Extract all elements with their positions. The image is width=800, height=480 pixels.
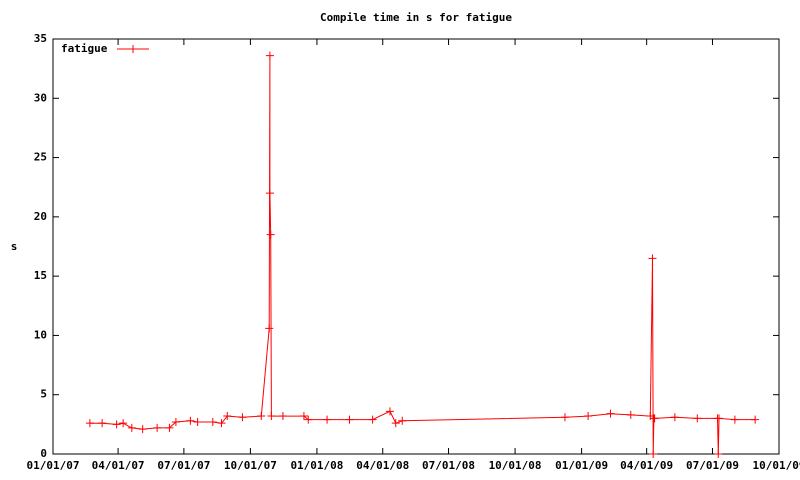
point-marker [560,413,569,422]
point-marker [304,415,313,424]
chart-title: Compile time in s for fatigue [320,11,512,24]
point-marker [368,415,377,424]
point-marker [165,423,174,432]
x-tick-label: 10/01/07 [224,459,277,472]
point-marker [208,417,217,426]
x-tick-label: 04/01/09 [620,459,673,472]
y-tick-label: 0 [40,447,47,460]
x-tick-label: 10/01/09 [753,459,800,472]
point-marker [217,419,226,428]
point-marker [650,414,659,423]
x-tick-label: 07/01/09 [686,459,739,472]
x-tick-label: 10/01/08 [489,459,542,472]
point-marker [345,415,354,424]
point-marker [584,412,593,421]
x-tick-label: 01/01/09 [555,459,608,472]
x-tick-label: 04/01/07 [92,459,145,472]
point-marker [267,412,276,421]
y-tick-label: 30 [34,91,47,104]
y-tick-label: 10 [34,328,47,341]
point-marker [649,450,658,458]
point-marker [751,415,760,424]
point-marker [385,407,394,416]
y-tick-label: 20 [34,210,47,223]
point-marker [606,409,615,418]
point-marker [193,417,202,426]
point-marker [391,419,400,428]
data-line [89,55,756,455]
point-marker [670,413,679,422]
point-marker [323,415,332,424]
x-tick-label: 01/01/07 [27,459,80,472]
point-marker [127,423,136,432]
y-tick-label: 25 [34,151,47,164]
x-tick-label: 01/01/08 [290,459,343,472]
y-tick-label: 35 [34,32,47,45]
point-marker [265,51,274,60]
point-marker [138,425,147,434]
point-marker [238,413,247,422]
point-marker [714,450,723,458]
point-marker [257,412,266,421]
point-marker [85,419,94,428]
x-tick-label: 04/01/08 [356,459,409,472]
point-marker [714,414,723,423]
x-tick-label: 07/01/08 [422,459,475,472]
point-marker [265,324,274,333]
point-marker [98,419,107,428]
point-marker [171,417,180,426]
point-marker [153,423,162,432]
y-tick-label: 15 [34,269,47,282]
point-marker [398,416,407,425]
point-marker [265,189,274,198]
point-marker [299,412,308,421]
point-marker [223,412,232,421]
y-tick-label: 5 [40,388,47,401]
point-marker [266,230,275,239]
point-marker [730,415,739,424]
point-marker [112,420,121,429]
point-marker [626,410,635,419]
plot-border [52,38,780,455]
point-marker [648,254,657,263]
point-marker [186,416,195,425]
y-axis-label: s [11,240,18,253]
point-marker [693,414,702,423]
point-marker [119,419,128,428]
legend-marker [129,45,137,53]
point-marker [278,412,287,421]
legend-label: fatigue [61,42,108,55]
x-tick-label: 07/01/07 [157,459,210,472]
